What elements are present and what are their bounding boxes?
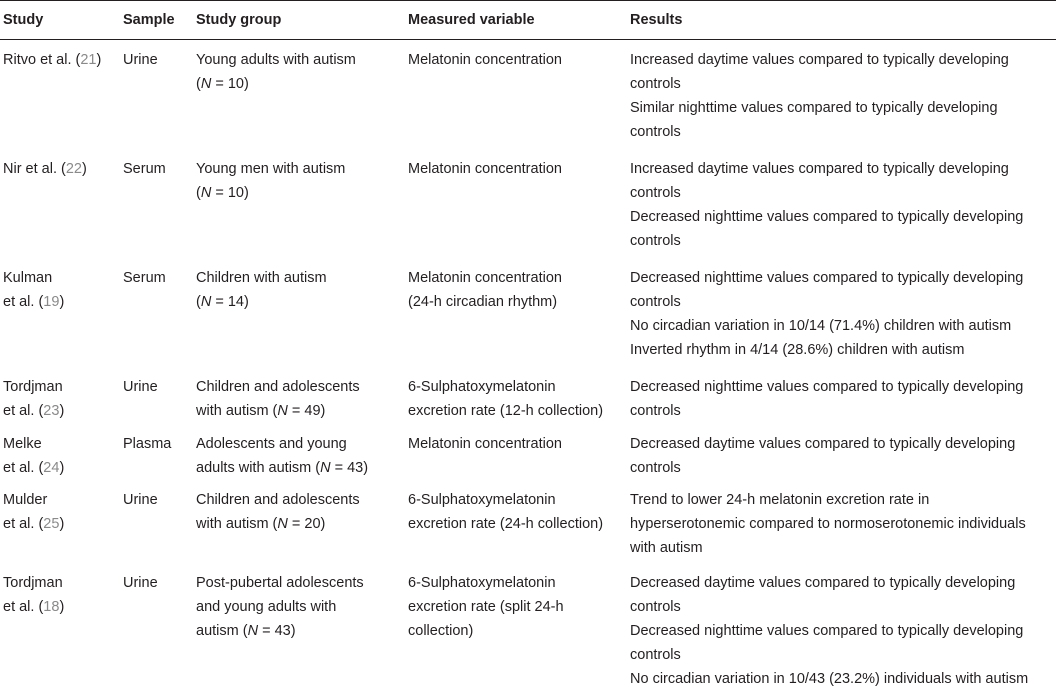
study-cell: Kulman et al. (19) xyxy=(3,270,65,310)
result-item: Decreased nighttime values compared to t… xyxy=(630,379,1024,419)
measured-variable-cell: 6-Sulphatoxymelatonin excretion rate (12… xyxy=(408,379,604,419)
results-cell: Increased daytime values compared to typ… xyxy=(627,144,1056,253)
sample-cell: Urine xyxy=(123,379,158,395)
study-group-cell: Young adults with autism (N = 10) xyxy=(196,52,356,92)
sample-size-symbol: N xyxy=(200,76,212,92)
result-item: Decreased nighttime values compared to t… xyxy=(630,270,1024,310)
header-study-group: Study group xyxy=(193,0,405,40)
study-group-cell: Adolescents and young adults with autism… xyxy=(196,436,369,476)
study-group-cell: Children and adolescents with autism (N … xyxy=(196,492,360,532)
table-row: Ritvo et al. (21) Urine Young adults wit… xyxy=(0,40,1056,145)
sample-size-symbol: N xyxy=(277,403,288,419)
reference-link[interactable]: 22 xyxy=(65,161,82,177)
sample-size-symbol: N xyxy=(200,294,212,310)
result-item: Decreased nighttime values compared to t… xyxy=(630,209,1024,249)
study-cell: Melke et al. (24) xyxy=(3,436,65,476)
result-item: No circadian variation in 10/14 (71.4%) … xyxy=(630,318,1012,334)
measured-variable-cell: 6-Sulphatoxymelatonin excretion rate (sp… xyxy=(408,575,564,639)
result-item: Decreased nighttime values compared to t… xyxy=(630,623,1024,663)
study-cell: Tordjman et al. (23) xyxy=(3,379,65,419)
table-row: Nir et al. (22) Serum Young men with aut… xyxy=(0,144,1056,253)
study-cell: Ritvo et al. (21) xyxy=(3,52,102,68)
result-item: Trend to lower 24-h melatonin excretion … xyxy=(630,492,1026,556)
header-measured-variable: Measured variable xyxy=(405,0,627,40)
reference-link[interactable]: 25 xyxy=(43,516,60,532)
table-row: Kulman et al. (19) Serum Children with a… xyxy=(0,253,1056,362)
sample-size-symbol: N xyxy=(277,516,288,532)
sample-cell: Serum xyxy=(123,161,166,177)
reference-link[interactable]: 23 xyxy=(43,403,60,419)
result-item: No circadian variation in 10/43 (23.2%) … xyxy=(630,671,1029,687)
results-cell: Decreased daytime values compared to typ… xyxy=(627,423,1056,480)
measured-variable-cell: Melatonin concentration xyxy=(408,161,562,177)
sample-cell: Urine xyxy=(123,52,158,68)
measured-variable-cell: Melatonin concentration (24-h circadian … xyxy=(408,270,562,310)
sample-cell: Serum xyxy=(123,270,166,286)
table-row: Melke et al. (24) Plasma Adolescents and… xyxy=(0,423,1056,480)
result-item: Increased daytime values compared to typ… xyxy=(630,52,1009,92)
study-cell: Tordjman et al. (18) xyxy=(3,575,65,615)
table-row: Tordjman et al. (23) Urine Children and … xyxy=(0,362,1056,423)
header-sample: Sample xyxy=(120,0,193,40)
sample-size-symbol: N xyxy=(247,623,259,639)
header-study: Study xyxy=(0,0,120,40)
sample-size-symbol: N xyxy=(200,185,212,201)
result-item: Increased daytime values compared to typ… xyxy=(630,161,1009,201)
study-group-cell: Post-pubertal adolescents and young adul… xyxy=(196,575,364,639)
reference-link[interactable]: 18 xyxy=(43,599,60,615)
reference-link[interactable]: 19 xyxy=(43,294,60,310)
result-item: Inverted rhythm in 4/14 (28.6%) children… xyxy=(630,342,965,358)
table-row: Mulder et al. (25) Urine Children and ad… xyxy=(0,480,1056,560)
result-item: Decreased daytime values compared to typ… xyxy=(630,436,1016,476)
results-cell: Increased daytime values compared to typ… xyxy=(627,40,1056,145)
reference-link[interactable]: 24 xyxy=(43,460,60,476)
results-cell: Decreased nighttime values compared to t… xyxy=(627,362,1056,423)
measured-variable-cell: 6-Sulphatoxymelatonin excretion rate (24… xyxy=(408,492,604,532)
results-cell: Trend to lower 24-h melatonin excretion … xyxy=(627,480,1056,560)
study-group-cell: Young men with autism (N = 10) xyxy=(196,161,346,201)
measured-variable-cell: Melatonin concentration xyxy=(408,436,562,452)
study-group-cell: Children with autism (N = 14) xyxy=(196,270,327,310)
result-item: Decreased daytime values compared to typ… xyxy=(630,575,1016,615)
study-group-cell: Children and adolescents with autism (N … xyxy=(196,379,360,419)
result-item: Similar nighttime values compared to typ… xyxy=(630,100,998,140)
study-cell: Mulder et al. (25) xyxy=(3,492,65,532)
measured-variable-cell: Melatonin concentration xyxy=(408,52,562,68)
sample-size-symbol: N xyxy=(320,460,331,476)
study-cell: Nir et al. (22) xyxy=(3,161,87,177)
sample-cell: Urine xyxy=(123,492,158,508)
header-row: Study Sample Study group Measured variab… xyxy=(0,0,1056,40)
header-results: Results xyxy=(627,0,1056,40)
results-cell: Decreased daytime values compared to typ… xyxy=(627,560,1056,691)
table-row: Tordjman et al. (18) Urine Post-pubertal… xyxy=(0,560,1056,691)
results-cell: Decreased nighttime values compared to t… xyxy=(627,253,1056,362)
sample-cell: Plasma xyxy=(123,436,172,452)
sample-cell: Urine xyxy=(123,575,158,591)
reference-link[interactable]: 21 xyxy=(80,52,97,68)
